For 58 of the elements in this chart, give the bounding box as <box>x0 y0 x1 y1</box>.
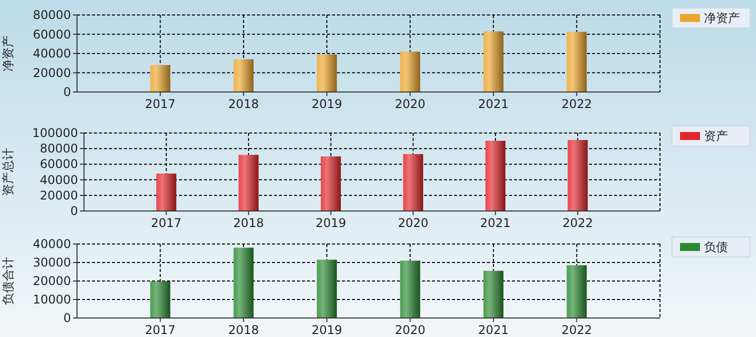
y-tick-label: 40000 <box>40 172 78 187</box>
y-tick-label: 0 <box>63 85 71 99</box>
x-tick-label: 2022 <box>561 323 592 337</box>
y-tick-label: 60000 <box>40 157 78 172</box>
y-tick-label: 10000 <box>32 292 71 306</box>
y-tick-label: 0 <box>70 204 78 218</box>
y-tick-label: 30000 <box>32 256 71 270</box>
legend-label: 负债 <box>704 240 728 254</box>
bar <box>485 140 506 211</box>
x-tick-label: 2018 <box>228 97 259 111</box>
x-tick-label: 2019 <box>316 216 346 230</box>
bar <box>566 265 587 318</box>
y-tick-label: 80000 <box>32 8 71 22</box>
x-tick-label: 2020 <box>398 216 428 230</box>
bar <box>156 174 176 211</box>
y-tick-label: 80000 <box>40 142 78 156</box>
bar <box>568 140 588 211</box>
x-tick-label: 2018 <box>228 323 259 337</box>
x-tick-label: 2017 <box>145 97 176 111</box>
x-tick-label: 2019 <box>312 323 342 337</box>
x-tick-label: 2017 <box>151 216 182 230</box>
bar <box>320 156 341 211</box>
bar <box>403 154 424 211</box>
x-tick-label: 2022 <box>562 216 593 230</box>
x-tick-label: 2018 <box>233 216 264 230</box>
y-tick-label: 40000 <box>32 46 71 60</box>
y-axis-title: 负债合计 <box>1 257 15 305</box>
y-tick-label: 40000 <box>32 237 71 251</box>
bar <box>483 31 504 92</box>
bar <box>238 154 259 211</box>
y-tick-label: 20000 <box>40 188 78 202</box>
bar <box>234 59 254 92</box>
x-tick-label: 2020 <box>394 323 426 337</box>
x-tick-label: 2020 <box>394 97 426 111</box>
bar <box>400 52 420 92</box>
x-tick-label: 2021 <box>478 323 509 337</box>
bar <box>150 281 170 318</box>
x-tick-label: 2021 <box>478 97 509 111</box>
legend-label: 资产 <box>704 129 728 143</box>
bar <box>150 65 170 92</box>
y-tick-label: 60000 <box>32 27 71 42</box>
y-tick-label: 20000 <box>32 274 71 288</box>
bar <box>316 54 337 92</box>
y-tick-label: 0 <box>63 311 71 325</box>
x-tick-label: 2021 <box>480 216 511 230</box>
bar <box>483 270 504 318</box>
y-axis-title: 净资产 <box>1 36 15 72</box>
bar <box>566 32 587 92</box>
legend-label: 净资产 <box>704 11 740 25</box>
y-tick-label: 20000 <box>32 66 71 80</box>
bar <box>400 260 420 318</box>
y-axis-title: 资产总计 <box>1 148 15 196</box>
x-tick-label: 2019 <box>312 97 342 111</box>
x-tick-label: 2022 <box>561 97 592 111</box>
bar <box>234 248 254 318</box>
y-tick-label: 100000 <box>32 126 78 140</box>
bar <box>316 260 337 318</box>
x-tick-label: 2017 <box>145 323 176 337</box>
